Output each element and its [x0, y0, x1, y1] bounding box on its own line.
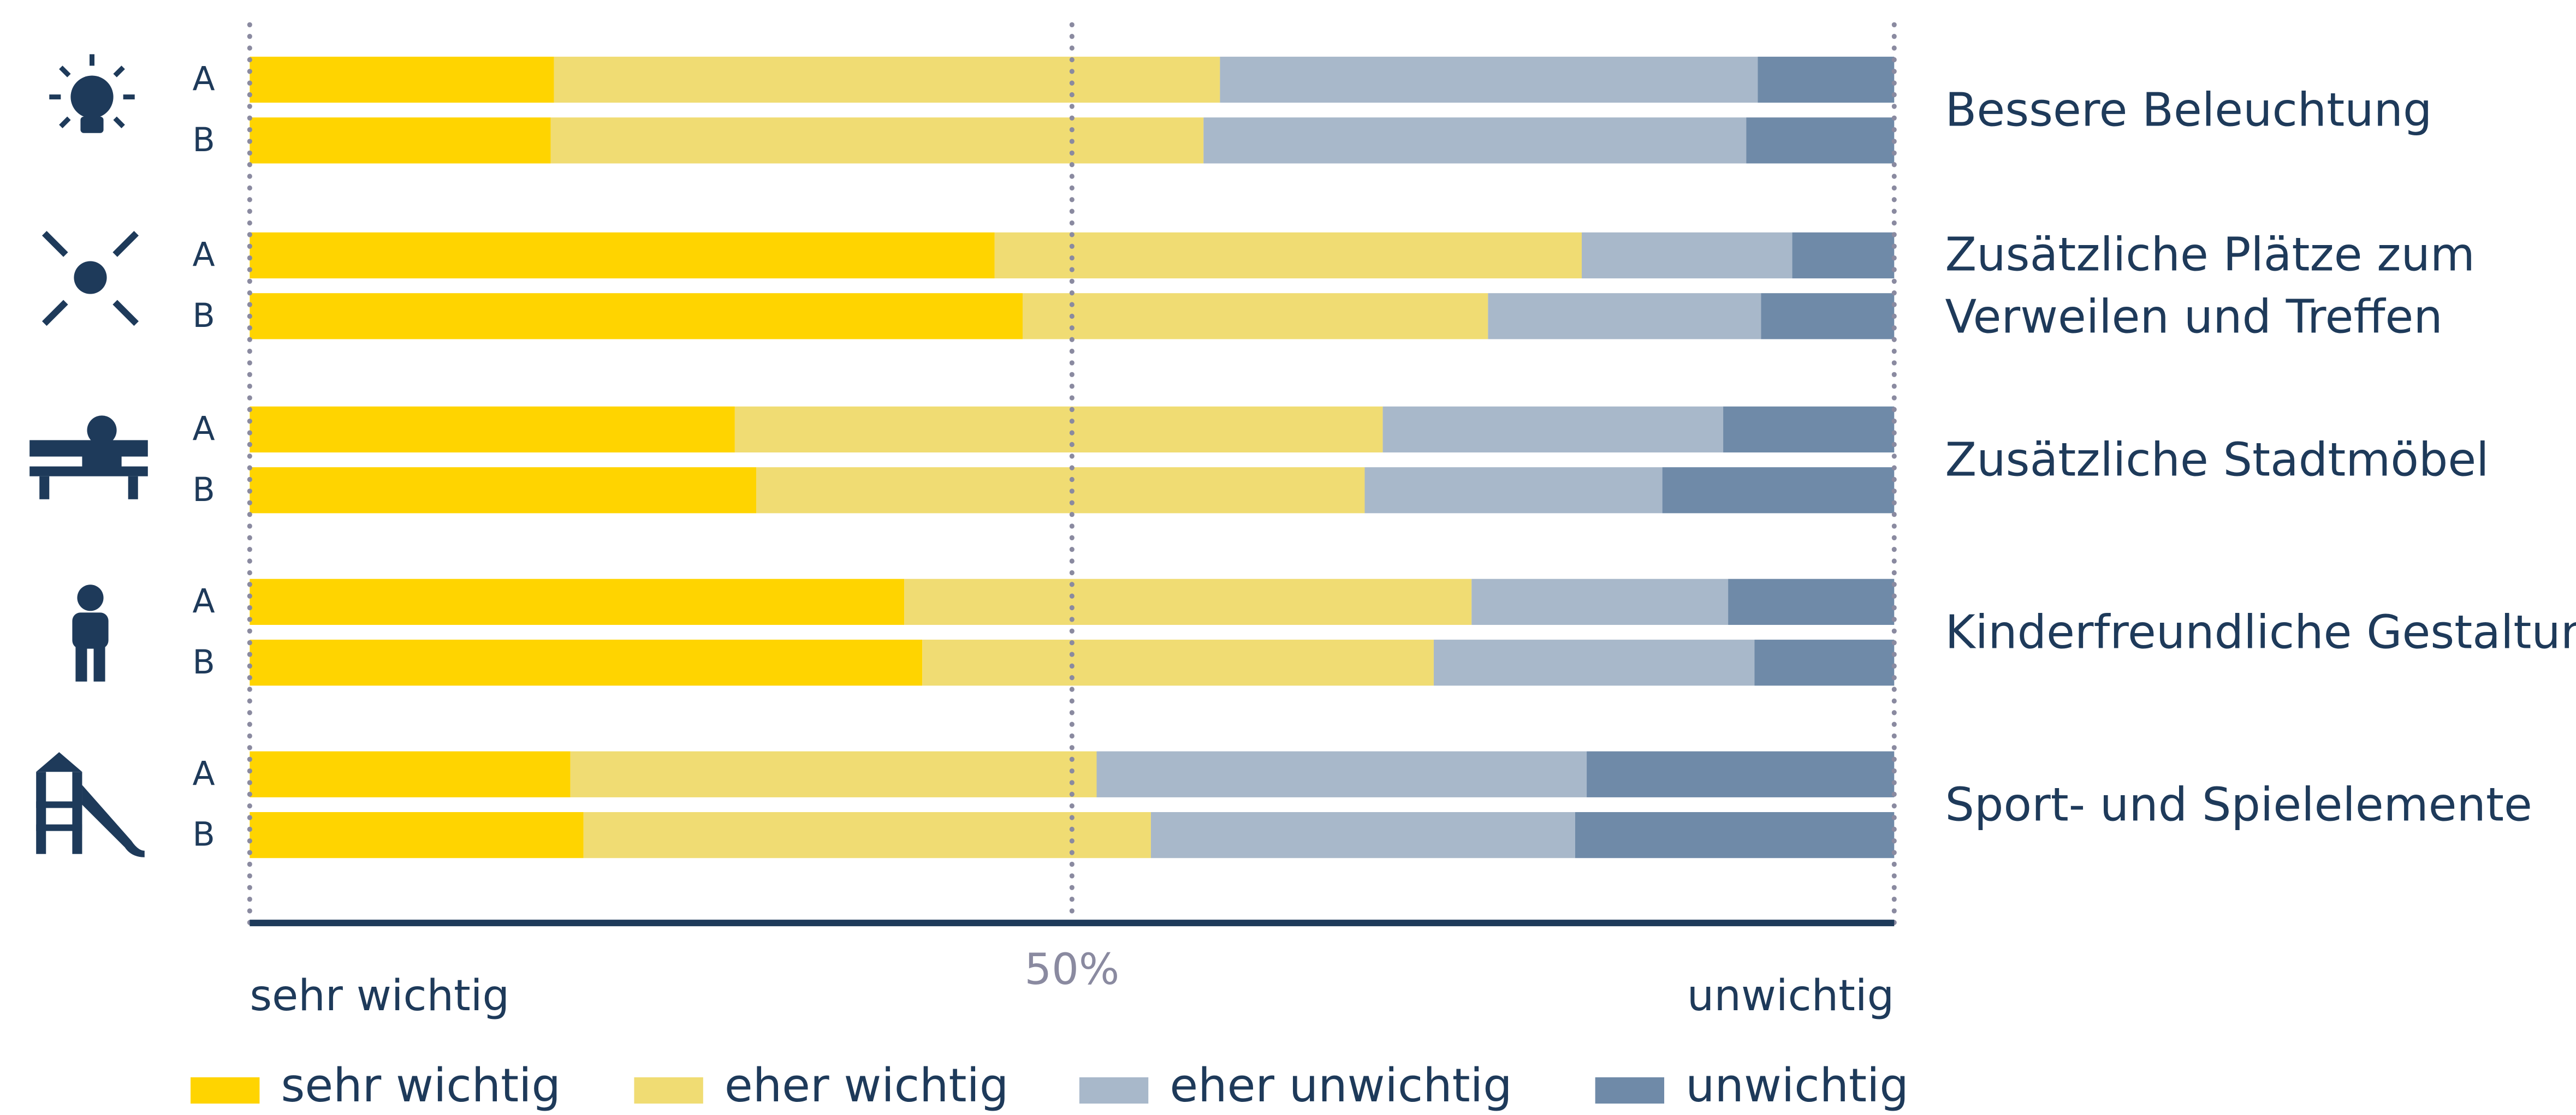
bar-segment — [1575, 812, 1895, 858]
row-label: A — [193, 236, 215, 275]
group-label: Sport- und Spielelemente — [1945, 778, 2532, 831]
row-label: A — [193, 410, 215, 449]
group-label: Bessere Beleuchtung — [1945, 84, 2432, 137]
icon-meet — [41, 231, 139, 326]
bar-segment — [734, 406, 1383, 453]
bar-segment — [1582, 232, 1792, 279]
bar-segment — [1471, 579, 1729, 625]
legend-swatch — [1079, 1077, 1149, 1104]
legend-label: sehr wichtig — [281, 1059, 561, 1112]
bar-segment — [250, 406, 735, 453]
bar-segment — [756, 467, 1365, 514]
bar-segment — [1587, 751, 1895, 797]
bar-segment — [250, 751, 571, 797]
row-label: B — [192, 121, 215, 159]
row-label: A — [193, 755, 215, 793]
bar-segment — [1488, 293, 1761, 339]
group-label: Kinderfreundliche Gestaltung — [1945, 605, 2576, 659]
row-label: B — [192, 816, 215, 854]
row-label: B — [192, 471, 215, 509]
bar-segment — [922, 640, 1434, 686]
bar-segment — [1022, 293, 1488, 339]
bar-segment — [1728, 579, 1895, 625]
legend-label: unwichtig — [1685, 1059, 1909, 1112]
bar-segment — [250, 293, 1023, 339]
bar-segment — [1761, 293, 1895, 339]
bar-segment — [554, 56, 1220, 103]
bar-segment — [250, 467, 757, 514]
legend-swatch — [634, 1077, 703, 1104]
bar-segment — [1364, 467, 1663, 514]
row-label: B — [192, 297, 215, 335]
icon-slide — [36, 752, 145, 857]
icons — [29, 54, 148, 857]
bar-segment — [583, 812, 1151, 858]
bar-segment — [250, 579, 905, 625]
x-tick-label: sehr wichtig — [250, 971, 509, 1021]
bar-segment — [1723, 406, 1895, 453]
bar-segment — [1746, 117, 1895, 164]
bar-segment — [1754, 640, 1895, 686]
bar-segment — [904, 579, 1472, 625]
bar-segment — [1758, 56, 1895, 103]
bar-segment — [250, 56, 554, 103]
bar-segment — [1150, 812, 1575, 858]
bar-segment — [1220, 56, 1758, 103]
bar-segment — [250, 117, 551, 164]
bar-segment — [250, 232, 995, 279]
bar-segment — [550, 117, 1204, 164]
icon-child — [72, 585, 109, 682]
icon-bench — [29, 415, 148, 499]
bar-segment — [570, 751, 1097, 797]
legend-label: eher wichtig — [725, 1059, 1008, 1112]
legend-swatch — [1595, 1077, 1665, 1104]
bar-segment — [1662, 467, 1895, 514]
row-label: B — [192, 643, 215, 682]
bar-segment — [1096, 751, 1587, 797]
row-label: A — [193, 582, 215, 621]
bar-segment — [250, 812, 584, 858]
bar-segment — [1433, 640, 1755, 686]
bar-segment — [1382, 406, 1724, 453]
legend-label: eher unwichtig — [1170, 1059, 1512, 1112]
bar-segment — [1203, 117, 1747, 164]
group-label: Zusätzliche Stadtmöbel — [1945, 433, 2489, 487]
row-label: A — [193, 61, 215, 99]
icon-light — [49, 54, 135, 133]
group-label: Zusätzliche Plätze zum — [1945, 228, 2475, 281]
x-tick-label: unwichtig — [1687, 971, 1894, 1021]
bar-segment — [250, 640, 923, 686]
bar-segment — [1792, 232, 1895, 279]
x-tick-label: 50% — [1024, 945, 1119, 994]
legend-swatch — [191, 1077, 260, 1104]
bar-segment — [994, 232, 1582, 279]
group-label: Verweilen und Treffen — [1945, 290, 2443, 344]
